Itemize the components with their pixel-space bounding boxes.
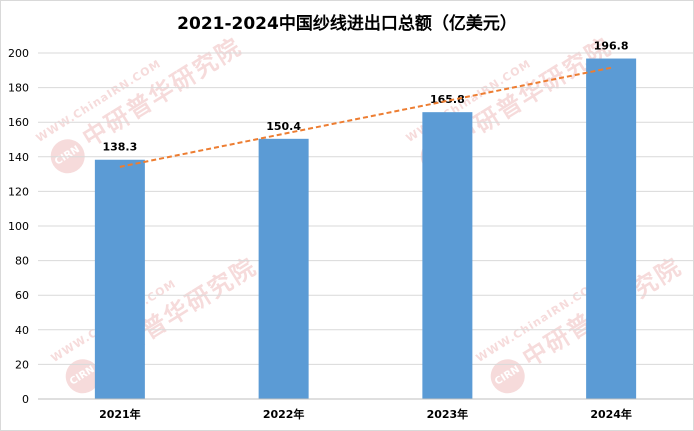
y-tick-label: 120	[8, 185, 29, 198]
y-tick-label: 80	[15, 255, 29, 268]
chart-title: 2021-2024中国纱线进出口总额（亿美元）	[177, 14, 517, 34]
y-tick-label: 200	[8, 47, 29, 60]
bar	[94, 159, 145, 399]
x-tick-label: 2022年	[263, 407, 305, 421]
y-tick-label: 180	[8, 82, 29, 95]
data-label: 196.8	[594, 40, 629, 53]
y-tick-label: 60	[15, 289, 29, 302]
data-label: 165.8	[430, 93, 465, 106]
data-label: 138.3	[102, 141, 137, 154]
y-tick-label: 0	[22, 393, 29, 406]
x-tick-label: 2023年	[427, 407, 469, 421]
x-tick-label: 2024年	[590, 407, 632, 421]
y-tick-label: 20	[15, 358, 29, 371]
y-tick-label: 100	[8, 220, 29, 233]
bar	[258, 138, 309, 400]
y-tick-label: 140	[8, 151, 29, 164]
data-label: 150.4	[266, 120, 301, 133]
x-tick-label: 2021年	[99, 407, 141, 421]
bar	[422, 112, 473, 399]
y-tick-label: 160	[8, 116, 29, 129]
y-tick-label: 40	[15, 324, 29, 337]
trendline	[119, 66, 612, 168]
bar	[586, 58, 637, 399]
